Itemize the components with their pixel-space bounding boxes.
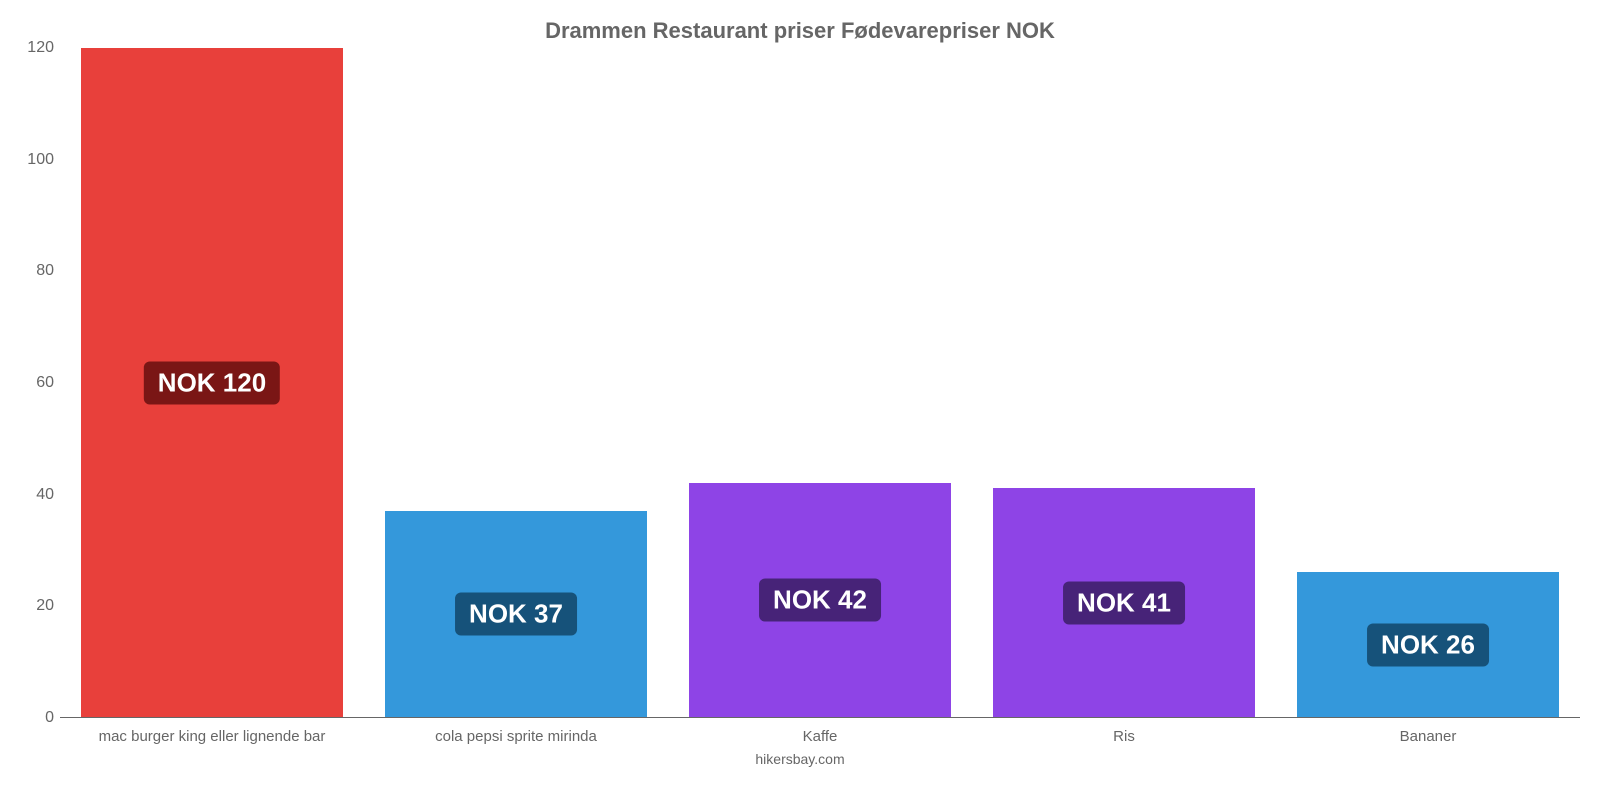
value-badge: NOK 42 xyxy=(759,578,881,621)
value-badge: NOK 120 xyxy=(144,361,280,404)
bar-slot: NOK 41 xyxy=(972,48,1276,717)
plot-area: 020406080100120 NOK 120NOK 37NOK 42NOK 4… xyxy=(20,48,1580,718)
bar: NOK 26 xyxy=(1297,572,1558,717)
x-label: Bananer xyxy=(1276,718,1580,745)
x-label: Ris xyxy=(972,718,1276,745)
y-tick: 20 xyxy=(20,597,54,615)
bar-slot: NOK 120 xyxy=(60,48,364,717)
bar: NOK 42 xyxy=(689,483,950,717)
bar-slot: NOK 37 xyxy=(364,48,668,717)
y-axis: 020406080100120 xyxy=(20,48,60,718)
x-label: cola pepsi sprite mirinda xyxy=(364,718,668,745)
bar: NOK 37 xyxy=(385,511,646,717)
bar: NOK 41 xyxy=(993,488,1254,717)
y-tick: 40 xyxy=(20,486,54,504)
value-badge: NOK 26 xyxy=(1367,623,1489,666)
value-badge: NOK 37 xyxy=(455,592,577,635)
y-tick: 0 xyxy=(20,709,54,727)
x-label: mac burger king eller lignende bar xyxy=(60,718,364,745)
bar: NOK 120 xyxy=(81,48,342,717)
bar-slot: NOK 42 xyxy=(668,48,972,717)
y-tick: 100 xyxy=(20,151,54,169)
bar-slot: NOK 26 xyxy=(1276,48,1580,717)
value-badge: NOK 41 xyxy=(1063,581,1185,624)
x-axis: mac burger king eller lignende barcola p… xyxy=(60,718,1580,745)
chart-title: Drammen Restaurant priser Fødevarepriser… xyxy=(20,10,1580,48)
price-chart: Drammen Restaurant priser Fødevarepriser… xyxy=(0,0,1600,800)
y-tick: 60 xyxy=(20,374,54,392)
bars-container: NOK 120 NOK 37 NOK 42 NOK 41 NOK 26 xyxy=(60,48,1580,717)
y-tick: 80 xyxy=(20,262,54,280)
y-tick: 120 xyxy=(20,39,54,57)
x-label: Kaffe xyxy=(668,718,972,745)
chart-footer: hikersbay.com xyxy=(20,745,1580,767)
plot: NOK 120 NOK 37 NOK 42 NOK 41 NOK 26 xyxy=(60,48,1580,718)
